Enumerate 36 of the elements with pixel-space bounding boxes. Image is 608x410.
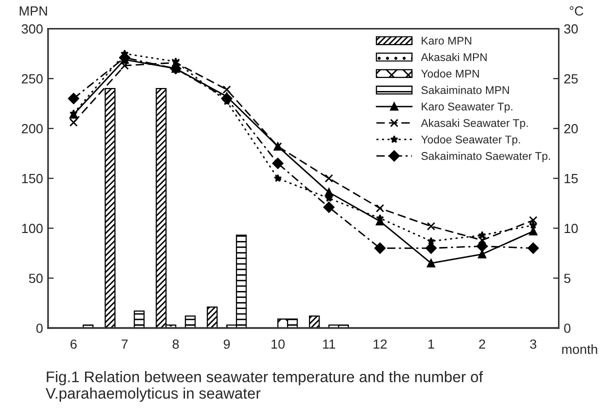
y-tick-label: 0 [36,324,43,333]
y2-tick-label: 0 [564,324,570,333]
y2-tick-label: 10 [564,224,578,234]
legend-label: Akasaki MPN [420,52,487,62]
y2-axis-title: °C [570,6,584,16]
y2-tick-label: 20 [564,124,578,134]
y-axis-title: MPN [20,6,47,16]
y-tick-label: 300 [22,24,43,34]
x-tick-label: 10 [272,339,285,349]
x-tick-label: 1 [428,340,434,349]
y-tick-label: 100 [22,224,43,234]
y-tick-label: 250 [22,74,43,84]
x-tick-label: 6 [70,339,77,349]
legend-label: Yodoe Seawater Tp. [421,135,520,146]
legend-label: Sakaiminato MPN [421,86,509,94]
x-tick-label: 9 [224,339,230,349]
y-tick-label: 200 [22,124,43,134]
x-tick-label: 11 [323,340,336,349]
legend-label: Karo Seawater Tp. [422,102,512,113]
legend-label: Sakaiminato Saewater Tp. [421,152,550,162]
x-tick-label: 3 [530,339,536,349]
legend-label: Karo MPN [422,36,472,45]
x-tick-label: 12 [374,339,387,349]
x-tick-label: 7 [122,340,128,349]
x-tick-label: 8 [172,339,179,349]
y2-tick-label: 30 [564,24,578,34]
y2-tick-label: 5 [564,274,570,284]
y2-tick-label: 15 [564,174,578,184]
legend-label: Akasaki Seawater Tp. [420,118,528,130]
x-axis-title: month [562,344,598,354]
y-tick-label: 150 [22,174,43,184]
legend-label: Yodoe MPN [421,69,479,78]
y2-tick-label: 25 [564,74,578,84]
y-tick-label: 50 [29,274,43,284]
x-tick-label: 2 [479,339,486,349]
text: Fig.1 Relation between seawater temperature and the number of V.parahaemolyticus in seawater [46,371,483,402]
